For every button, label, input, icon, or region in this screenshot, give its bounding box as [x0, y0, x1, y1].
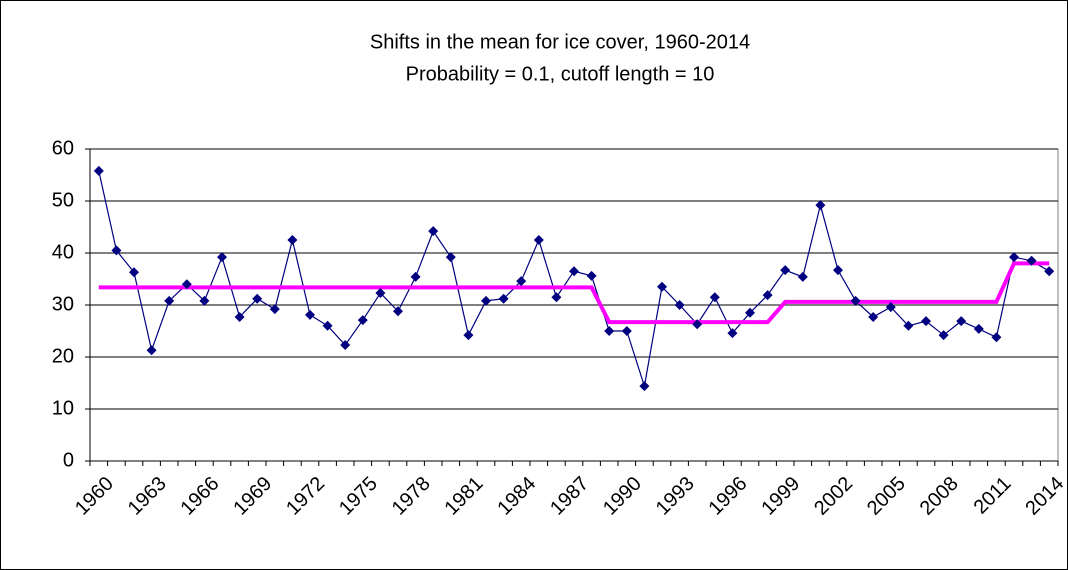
- data-point: [340, 340, 351, 351]
- data-point: [1044, 266, 1055, 277]
- data-point: [199, 295, 210, 306]
- data-point: [815, 200, 826, 211]
- data-point: [956, 316, 967, 327]
- data-point: [217, 252, 227, 263]
- data-point: [357, 315, 368, 326]
- data-point: [850, 295, 861, 306]
- data-point: [129, 267, 139, 278]
- data-point: [463, 330, 474, 341]
- data-point: [639, 381, 650, 392]
- data-point: [93, 165, 104, 176]
- data-point: [797, 271, 808, 282]
- data-point: [111, 245, 122, 256]
- data-point: [498, 293, 509, 304]
- data-point: [674, 300, 685, 310]
- data-point: [885, 302, 896, 313]
- y-tick-label: 10: [52, 397, 74, 419]
- data-point: [586, 270, 597, 281]
- data-point: [375, 288, 386, 299]
- data-point: [621, 326, 632, 336]
- chart-title: Shifts in the mean for ice cover, 1960-2…: [370, 31, 750, 53]
- chart-subtitle: Probability = 0.1, cutoff length = 10: [406, 63, 715, 85]
- data-point: [745, 307, 755, 318]
- data-point: [322, 320, 333, 331]
- data-point: [657, 281, 667, 292]
- data-point: [181, 279, 192, 290]
- data-point: [269, 304, 280, 315]
- data-point: [164, 295, 175, 306]
- data-point: [1026, 255, 1037, 266]
- data-point: [481, 295, 491, 306]
- data-point: [445, 252, 456, 263]
- data-point: [569, 266, 579, 277]
- data-point: [305, 309, 315, 320]
- data-point: [146, 345, 157, 356]
- data-point: [709, 292, 720, 303]
- data-point: [604, 326, 615, 336]
- data-point: [903, 320, 914, 331]
- data-point: [973, 323, 984, 334]
- data-point: [868, 311, 879, 322]
- data-point: [833, 265, 843, 276]
- y-tick-label: 50: [52, 189, 74, 211]
- data-point: [991, 332, 1002, 343]
- data-point: [533, 235, 544, 245]
- y-tick-label: 0: [63, 449, 74, 471]
- data-point: [287, 235, 298, 245]
- data-point: [1009, 252, 1019, 263]
- y-tick-label: 40: [52, 241, 74, 263]
- data-point: [762, 290, 773, 301]
- data-point: [692, 319, 703, 330]
- data-point: [551, 292, 562, 303]
- data-point: [410, 271, 421, 282]
- y-tick-label: 30: [52, 293, 74, 315]
- data-point: [727, 328, 738, 339]
- data-point: [780, 265, 791, 276]
- series-line: [98, 261, 1050, 325]
- data-point: [252, 293, 263, 304]
- data-point: [428, 226, 439, 237]
- data-point: [234, 311, 245, 322]
- data-point: [921, 316, 931, 327]
- data-point: [938, 330, 949, 341]
- y-tick-label: 20: [52, 345, 74, 367]
- data-point: [516, 276, 527, 287]
- y-tick-label: 60: [52, 137, 74, 159]
- data-point: [393, 306, 403, 317]
